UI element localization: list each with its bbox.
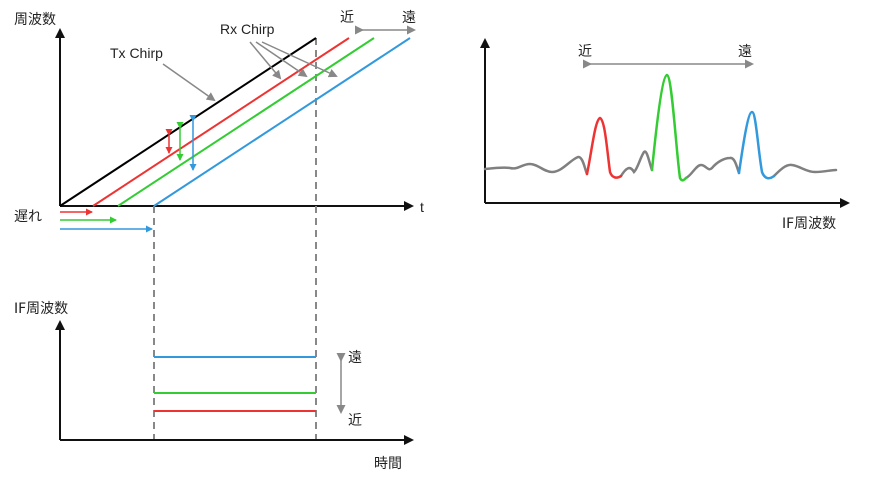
spectrum-curve-base-mid2 xyxy=(684,156,741,180)
top-near-label: 近 xyxy=(340,10,354,26)
spectrum-far-label: 遠 xyxy=(738,44,752,60)
spectrum-near-label: 近 xyxy=(578,44,592,60)
rx-chirp-mid-line xyxy=(117,37,375,207)
tx-chirp-label: Tx Chirp xyxy=(110,45,163,61)
if-y-axis-label: IF周波数 xyxy=(14,301,68,317)
spectrum-peak-mid xyxy=(650,73,688,182)
chirp-y-axis-label: 周波数 xyxy=(14,12,56,28)
rx-chirp-pointer-far xyxy=(261,41,338,78)
spectrum-peak-far xyxy=(737,110,776,180)
spectrum-curve-base-right xyxy=(772,163,838,178)
spectrum-chart: IF周波数 近 遠 xyxy=(480,38,850,232)
if-frequency-chart: IF周波数 時間 遠 近 xyxy=(14,301,414,472)
rx-chirp-near-line xyxy=(92,37,350,207)
chirp-chart: 周波数 t Tx Chirp Rx Chirp 近 遠 遅れ xyxy=(14,10,424,444)
spectrum-curve-base-left xyxy=(483,155,589,176)
tx-chirp-line xyxy=(59,37,317,207)
delay-label: 遅れ xyxy=(14,209,42,225)
if-near-label: 近 xyxy=(348,413,362,429)
if-far-label: 遠 xyxy=(348,350,362,366)
top-far-label: 遠 xyxy=(402,10,416,26)
rx-chirp-pointer-near xyxy=(249,41,282,80)
if-x-axis-label: 時間 xyxy=(374,456,402,472)
rx-chirp-pointer-mid xyxy=(255,41,308,78)
spectrum-peak-near xyxy=(585,116,623,179)
spectrum-curve-base-mid1 xyxy=(619,150,654,178)
chirp-x-axis-label: t xyxy=(420,199,424,215)
rx-chirp-far-line xyxy=(153,37,411,207)
tx-chirp-pointer xyxy=(162,63,216,102)
rx-chirp-label: Rx Chirp xyxy=(220,21,275,37)
spectrum-x-axis-label: IF周波数 xyxy=(782,216,836,232)
